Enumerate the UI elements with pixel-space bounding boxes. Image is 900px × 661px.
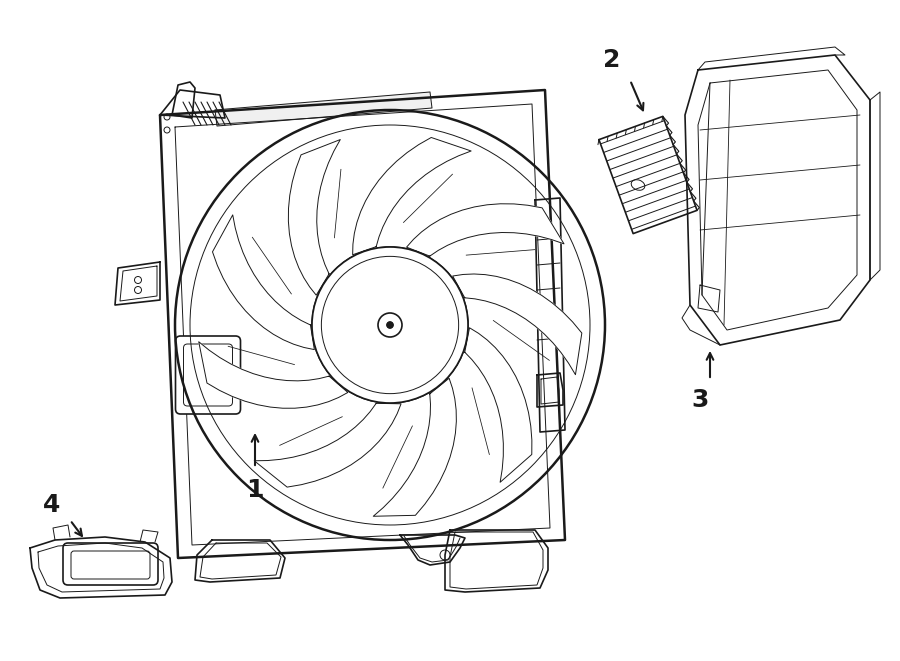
Circle shape (312, 247, 468, 403)
Polygon shape (353, 137, 471, 254)
Text: 2: 2 (603, 48, 621, 72)
Polygon shape (400, 535, 465, 565)
Polygon shape (288, 139, 340, 295)
Text: 1: 1 (247, 478, 264, 502)
Polygon shape (374, 378, 456, 516)
Polygon shape (453, 274, 581, 375)
Circle shape (312, 247, 468, 403)
Polygon shape (537, 373, 563, 407)
Polygon shape (115, 262, 160, 305)
Circle shape (387, 322, 393, 328)
Polygon shape (160, 90, 565, 558)
Polygon shape (445, 530, 548, 592)
Polygon shape (407, 204, 564, 256)
Polygon shape (195, 540, 285, 582)
Text: 3: 3 (691, 388, 708, 412)
Polygon shape (199, 342, 347, 408)
Polygon shape (464, 328, 532, 483)
Polygon shape (254, 403, 401, 487)
Polygon shape (172, 82, 195, 118)
Polygon shape (598, 116, 698, 233)
Polygon shape (212, 215, 314, 350)
Polygon shape (30, 537, 172, 598)
FancyBboxPatch shape (176, 336, 240, 414)
Circle shape (387, 322, 393, 328)
Polygon shape (685, 55, 870, 345)
Text: 4: 4 (43, 493, 60, 517)
Polygon shape (160, 90, 225, 118)
Polygon shape (215, 92, 432, 126)
